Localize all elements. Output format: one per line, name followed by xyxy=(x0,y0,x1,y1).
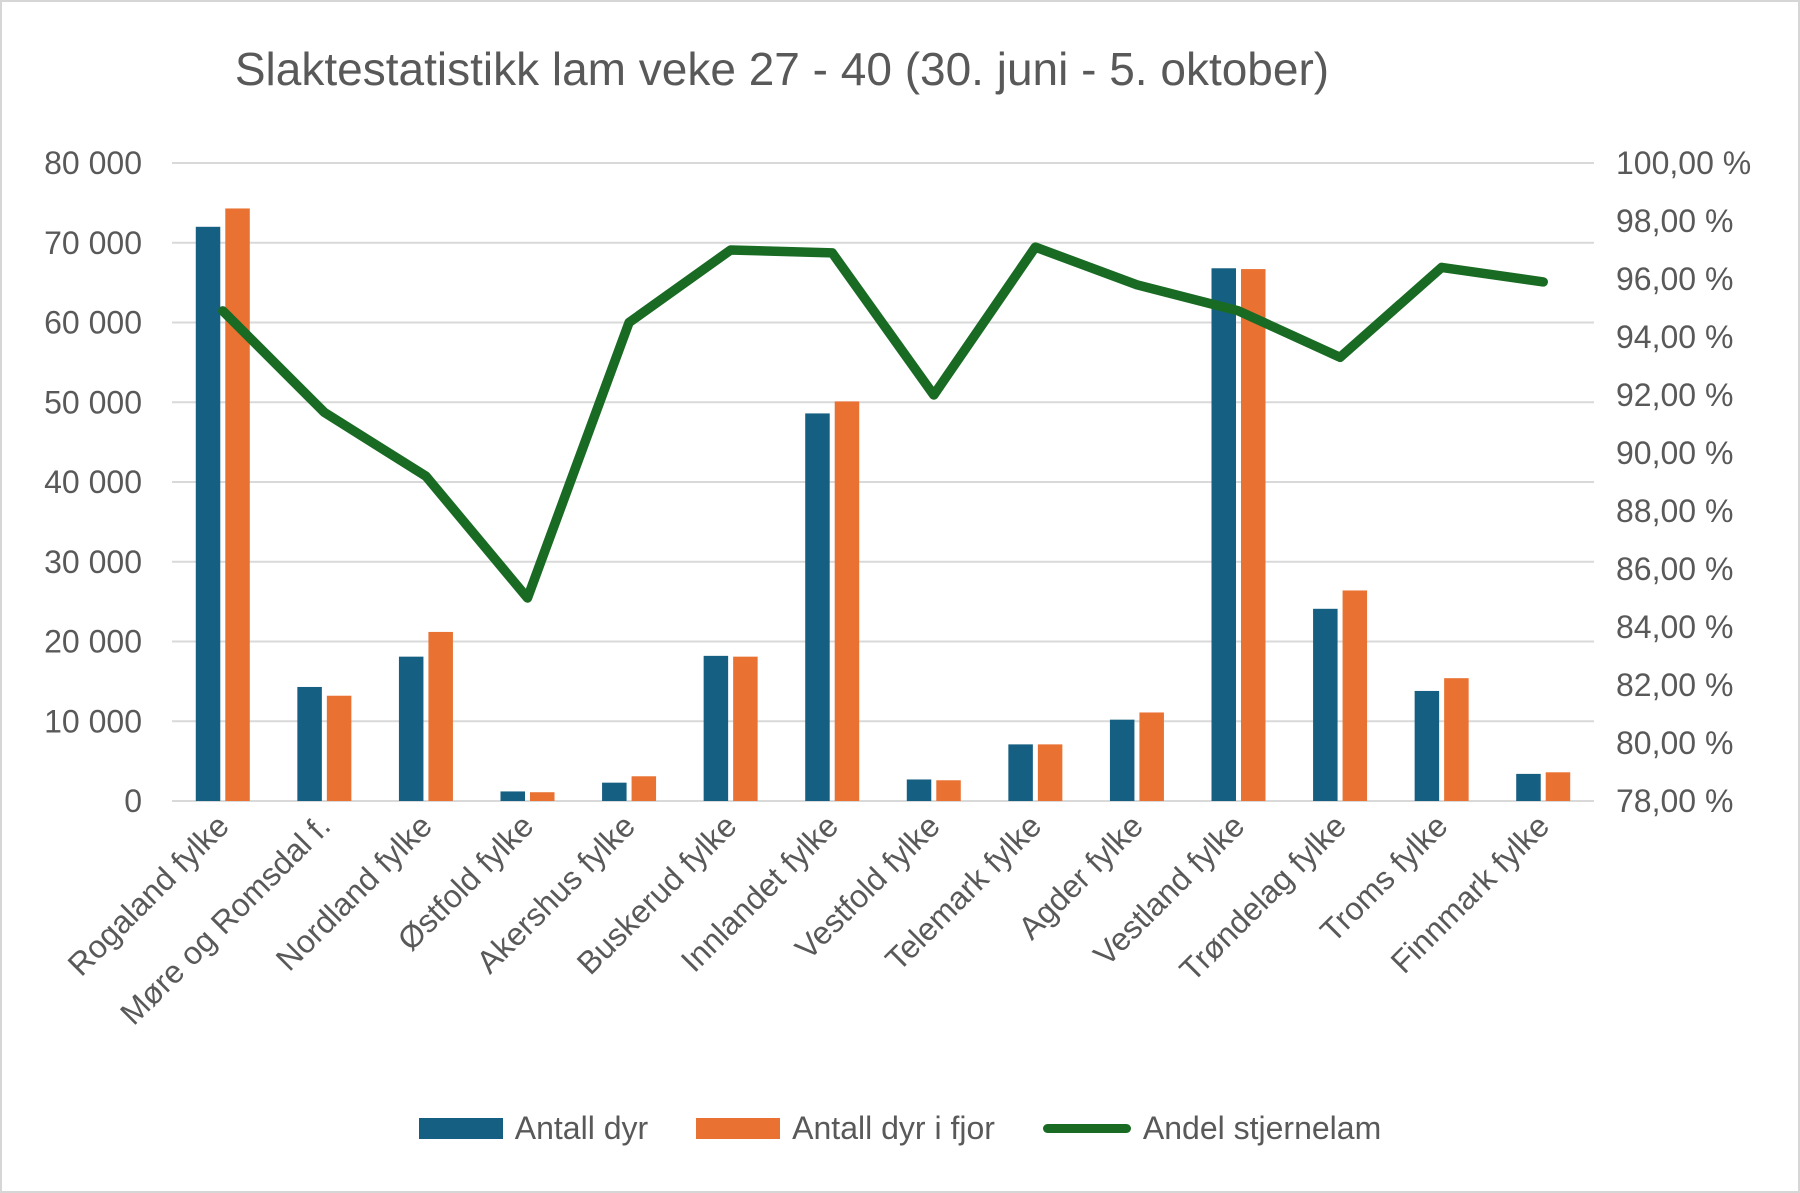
bar-antall-dyr-i-fjor xyxy=(733,656,758,801)
y2-axis-tick-label: 80,00 % xyxy=(1616,725,1733,761)
bar-antall-dyr xyxy=(1516,773,1541,801)
y-axis-tick-label: 40 000 xyxy=(44,464,142,500)
legend-label-andel-stjernelam: Andel stjernelam xyxy=(1142,1110,1382,1146)
bar-antall-dyr-i-fjor xyxy=(530,792,555,801)
bar-antall-dyr xyxy=(297,686,322,801)
legend-swatch-antall-dyr-i-fjor xyxy=(696,1118,781,1139)
legend-label-antall-dyr: Antall dyr xyxy=(514,1110,649,1146)
bar-antall-dyr xyxy=(1211,268,1236,801)
bar-antall-dyr-i-fjor xyxy=(1545,772,1571,801)
legend-swatch-antall-dyr xyxy=(418,1118,503,1139)
y2-axis-tick-label: 94,00 % xyxy=(1616,319,1733,355)
y-axis-tick-label: 60 000 xyxy=(44,305,142,341)
y-axis-tick-label: 30 000 xyxy=(44,544,142,580)
bar-antall-dyr xyxy=(602,782,627,801)
bar-antall-dyr-i-fjor xyxy=(225,208,250,801)
bar-antall-dyr xyxy=(500,791,525,801)
bar-antall-dyr xyxy=(1313,608,1338,801)
bar-antall-dyr-i-fjor xyxy=(1444,678,1469,801)
y2-axis-tick-label: 88,00 % xyxy=(1616,493,1733,529)
bar-antall-dyr xyxy=(1109,719,1135,801)
line-andel-stjernelam xyxy=(218,242,1548,603)
bar-antall-dyr xyxy=(195,226,221,802)
chart-title: Slaktestatistikk lam veke 27 - 40 (30. j… xyxy=(234,43,1330,95)
bar-antall-dyr-i-fjor xyxy=(1241,269,1266,801)
bar-antall-dyr xyxy=(805,413,830,801)
y2-axis-tick-label: 90,00 % xyxy=(1616,435,1733,471)
y-axis-tick-label: 80 000 xyxy=(44,145,142,181)
y2-axis-tick-label: 92,00 % xyxy=(1616,377,1733,413)
bar-antall-dyr-i-fjor xyxy=(834,401,860,801)
y-axis-tick-label: 20 000 xyxy=(44,624,142,660)
bar-antall-dyr xyxy=(1008,744,1033,801)
bar-antall-dyr xyxy=(1414,690,1440,801)
y2-axis-tick-label: 78,00 % xyxy=(1616,783,1733,819)
legend-label-antall-dyr-i-fjor: Antall dyr i fjor xyxy=(792,1110,995,1146)
bar-antall-dyr-i-fjor xyxy=(631,776,657,801)
y2-axis-tick-label: 82,00 % xyxy=(1616,667,1733,703)
bar-antall-dyr-i-fjor xyxy=(936,780,961,801)
y2-axis-tick-label: 86,00 % xyxy=(1616,551,1733,587)
bar-antall-dyr-i-fjor xyxy=(1037,744,1063,801)
y-axis-tick-label: 50 000 xyxy=(44,384,142,420)
y2-axis-tick-label: 96,00 % xyxy=(1616,261,1733,297)
bar-antall-dyr xyxy=(906,779,932,801)
bar-antall-dyr-i-fjor xyxy=(428,631,453,801)
y2-axis-tick-label: 84,00 % xyxy=(1616,609,1733,645)
legend-swatch-andel-stjernelam xyxy=(1042,1124,1131,1133)
legend: Antall dyr Antall dyr i fjor Andel stjer… xyxy=(2,1110,1798,1147)
legend-item-antall-dyr: Antall dyr xyxy=(418,1110,649,1147)
bar-antall-dyr xyxy=(398,656,424,801)
bar-antall-dyr-i-fjor xyxy=(1139,712,1164,801)
y-axis-tick-label: 10 000 xyxy=(44,703,142,739)
bar-antall-dyr xyxy=(703,655,729,801)
legend-item-andel-stjernelam: Andel stjernelam xyxy=(1042,1110,1382,1147)
bar-antall-dyr-i-fjor xyxy=(326,695,352,801)
legend-item-antall-dyr-i-fjor: Antall dyr i fjor xyxy=(696,1110,995,1147)
y-axis-tick-label: 0 xyxy=(124,783,142,819)
y2-axis-tick-label: 98,00 % xyxy=(1616,203,1733,239)
y2-axis-tick-label: 100,00 % xyxy=(1616,145,1751,181)
bar-antall-dyr-i-fjor xyxy=(1342,590,1368,801)
y-axis-tick-label: 70 000 xyxy=(44,225,142,261)
